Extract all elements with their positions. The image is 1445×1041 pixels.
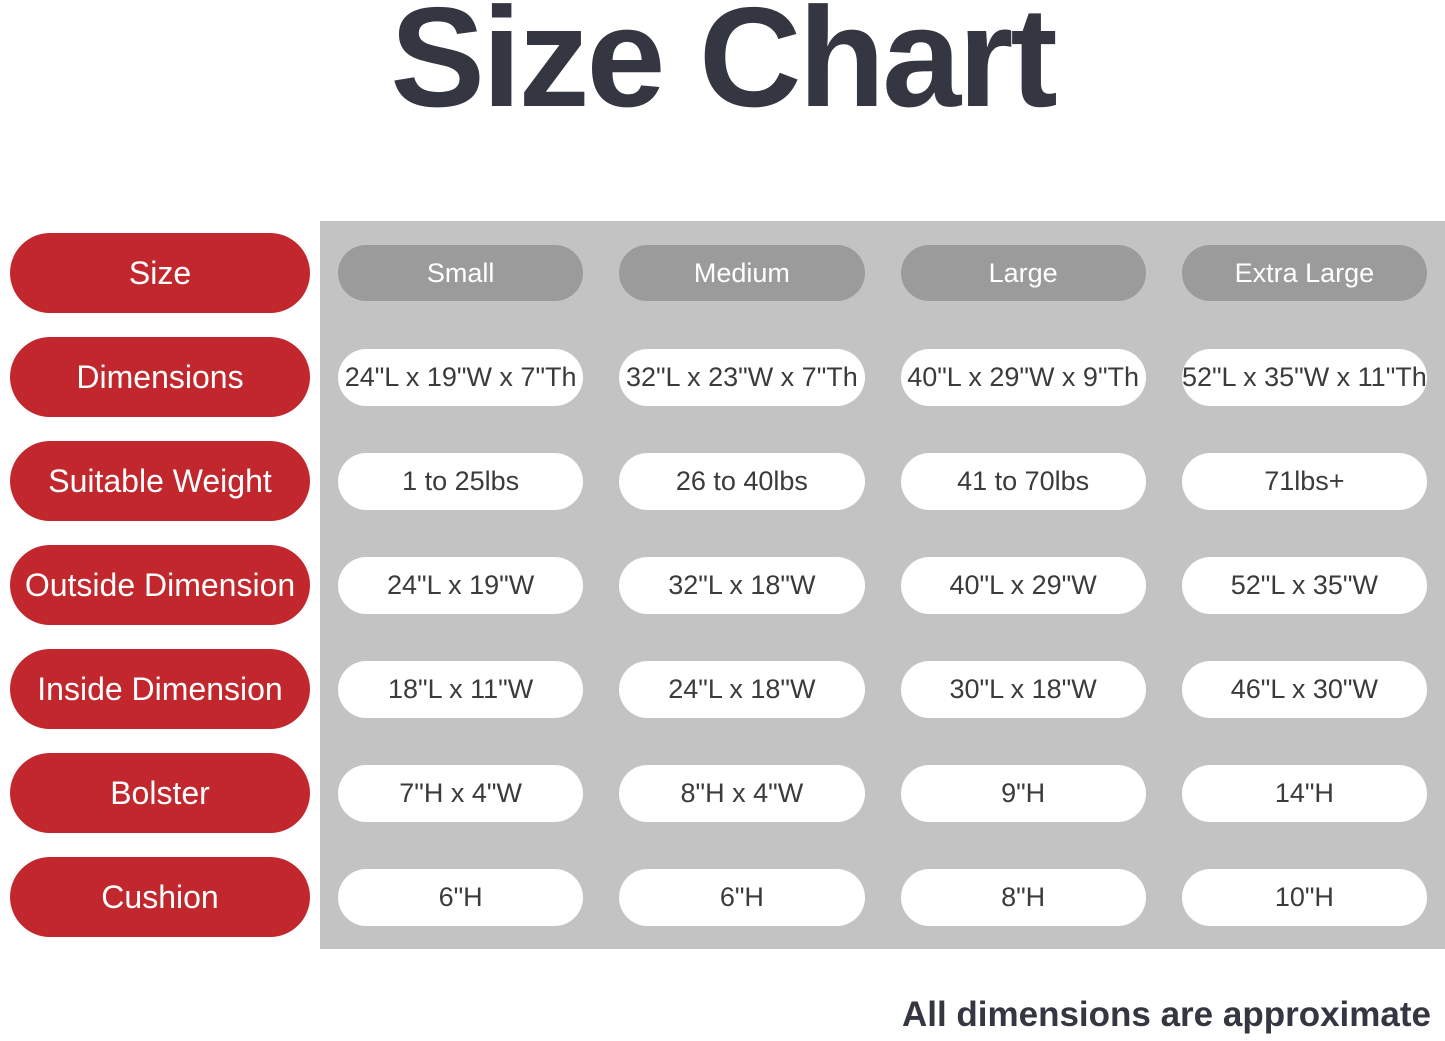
- value-bolster-medium: 8"H x 4"W: [619, 764, 865, 822]
- value-weight-large: 41 to 70lbs: [900, 452, 1146, 510]
- table-cell: 52"L x 35"W x 11"Th: [1164, 325, 1445, 429]
- value-dimensions-small: 24"L x 19"W x 7"Th: [338, 348, 584, 406]
- table-cell: Dimensions: [0, 325, 320, 429]
- size-table: Size Small Medium Large Extra Large Dime…: [0, 221, 1445, 949]
- row-header-inside-dimension: Inside Dimension: [10, 649, 310, 729]
- value-inside-medium: 24"L x 18"W: [619, 660, 865, 718]
- table-cell: Large: [883, 221, 1164, 325]
- row-header-suitable-weight: Suitable Weight: [10, 441, 310, 521]
- table-cell: 71lbs+: [1164, 429, 1445, 533]
- table-cell: Small: [320, 221, 601, 325]
- row-header-bolster: Bolster: [10, 753, 310, 833]
- table-cell: 32"L x 18"W: [601, 533, 882, 637]
- table-cell: Suitable Weight: [0, 429, 320, 533]
- table-cell: 40"L x 29"W: [883, 533, 1164, 637]
- footnote: All dimensions are approximate: [901, 995, 1431, 1034]
- value-outside-medium: 32"L x 18"W: [619, 556, 865, 614]
- table-cell: 14"H: [1164, 741, 1445, 845]
- table-cell: 46"L x 30"W: [1164, 637, 1445, 741]
- table-cell: Medium: [601, 221, 882, 325]
- table-cell: Inside Dimension: [0, 637, 320, 741]
- table-cell: Bolster: [0, 741, 320, 845]
- table-cell: 10"H: [1164, 845, 1445, 949]
- value-cushion-extra-large: 10"H: [1181, 868, 1427, 926]
- table-cell: 7"H x 4"W: [320, 741, 601, 845]
- table-cell: Size: [0, 221, 320, 325]
- value-dimensions-medium: 32"L x 23"W x 7"Th: [619, 348, 865, 406]
- value-inside-large: 30"L x 18"W: [900, 660, 1146, 718]
- value-cushion-large: 8"H: [900, 868, 1146, 926]
- table-cell: 24"L x 18"W: [601, 637, 882, 741]
- row-header-outside-dimension: Outside Dimension: [10, 545, 310, 625]
- row-header-size: Size: [10, 233, 310, 313]
- value-outside-large: 40"L x 29"W: [900, 556, 1146, 614]
- table-cell: 6"H: [320, 845, 601, 949]
- table-cell: 8"H x 4"W: [601, 741, 882, 845]
- value-weight-small: 1 to 25lbs: [338, 452, 584, 510]
- value-cushion-small: 6"H: [338, 868, 584, 926]
- column-header-extra-large: Extra Large: [1181, 245, 1427, 301]
- value-cushion-medium: 6"H: [619, 868, 865, 926]
- table-cell: 9"H: [883, 741, 1164, 845]
- column-header-large: Large: [900, 245, 1146, 301]
- value-inside-extra-large: 46"L x 30"W: [1181, 660, 1427, 718]
- row-header-cushion: Cushion: [10, 857, 310, 937]
- table-cell: 30"L x 18"W: [883, 637, 1164, 741]
- table-cell: 32"L x 23"W x 7"Th: [601, 325, 882, 429]
- table-cell: 52"L x 35"W: [1164, 533, 1445, 637]
- table-cell: 26 to 40lbs: [601, 429, 882, 533]
- column-header-small: Small: [338, 245, 584, 301]
- table-cell: 24"L x 19"W: [320, 533, 601, 637]
- table-cell: 6"H: [601, 845, 882, 949]
- value-outside-extra-large: 52"L x 35"W: [1181, 556, 1427, 614]
- table-cell: 41 to 70lbs: [883, 429, 1164, 533]
- table-cell: 40"L x 29"W x 9"Th: [883, 325, 1164, 429]
- value-outside-small: 24"L x 19"W: [338, 556, 584, 614]
- page-title: Size Chart: [390, 0, 1057, 137]
- value-bolster-small: 7"H x 4"W: [338, 764, 584, 822]
- table-cell: Outside Dimension: [0, 533, 320, 637]
- value-bolster-large: 9"H: [900, 764, 1146, 822]
- table-cell: Extra Large: [1164, 221, 1445, 325]
- table-cell: 24"L x 19"W x 7"Th: [320, 325, 601, 429]
- column-header-medium: Medium: [619, 245, 865, 301]
- value-weight-medium: 26 to 40lbs: [619, 452, 865, 510]
- value-dimensions-large: 40"L x 29"W x 9"Th: [900, 348, 1146, 406]
- row-header-dimensions: Dimensions: [10, 337, 310, 417]
- table-cell: 8"H: [883, 845, 1164, 949]
- value-bolster-extra-large: 14"H: [1181, 764, 1427, 822]
- value-dimensions-extra-large: 52"L x 35"W x 11"Th: [1181, 348, 1427, 406]
- table-cell: Cushion: [0, 845, 320, 949]
- value-inside-small: 18"L x 11"W: [338, 660, 584, 718]
- value-weight-extra-large: 71lbs+: [1181, 452, 1427, 510]
- table-cell: 1 to 25lbs: [320, 429, 601, 533]
- table-cell: 18"L x 11"W: [320, 637, 601, 741]
